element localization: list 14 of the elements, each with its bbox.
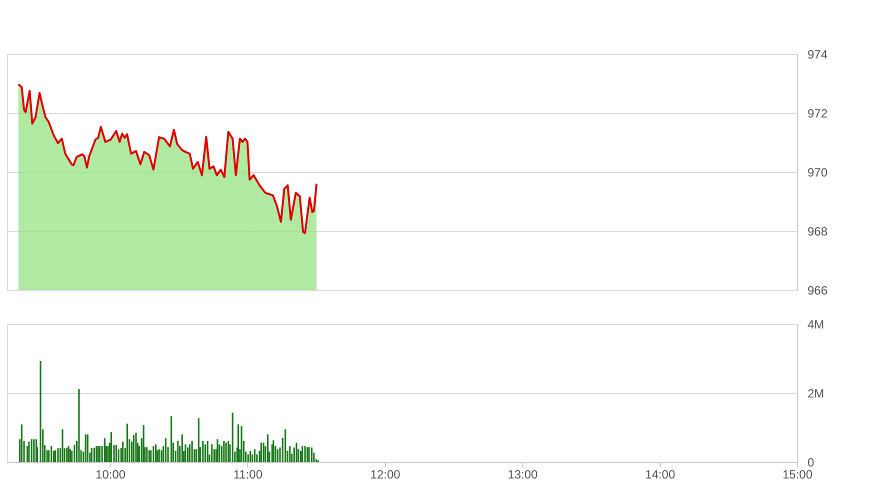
x-tick-label: 10:00 [96,468,126,482]
x-tick-label: 11:00 [233,468,263,482]
y-tick-label: 2M [808,386,824,400]
y-tick-label: 968 [808,224,828,238]
y-tick-label: 970 [808,166,828,180]
x-tick-label: 13:00 [508,468,538,482]
y-tick-label: 974 [808,48,828,62]
y-tick-label: 966 [808,284,828,298]
x-tick-label: 12:00 [370,468,401,482]
x-tick-label: 14:00 [645,468,676,482]
x-tick-label: 15:00 [782,468,813,482]
y-tick-label: 0 [808,456,814,470]
y-tick-label: 4M [808,318,824,332]
y-tick-label: 972 [808,106,828,120]
